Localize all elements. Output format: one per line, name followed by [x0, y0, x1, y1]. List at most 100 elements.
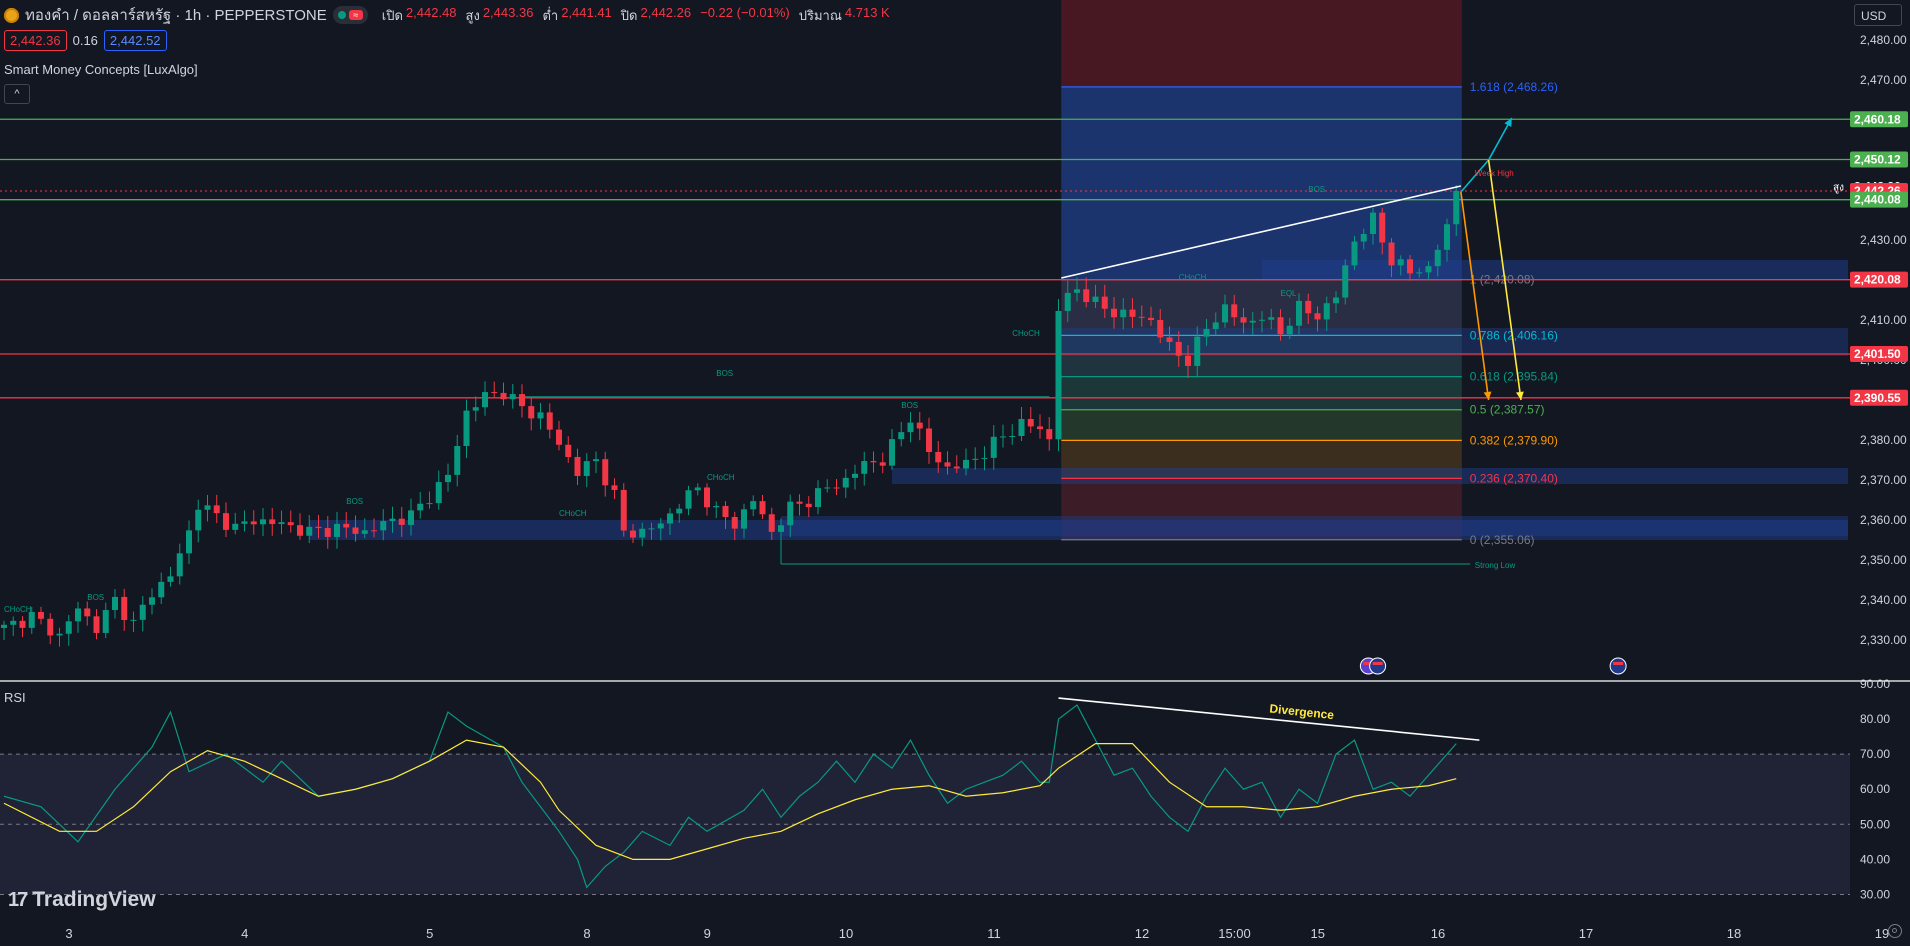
candle-body [491, 392, 498, 394]
candle-body [306, 526, 313, 536]
candle-body [435, 482, 442, 504]
candle-body [1, 624, 7, 628]
candle-body [1120, 309, 1127, 318]
candle-body [842, 477, 849, 488]
symbol-header: ทองคำ / ดอลลาร์สหรัฐ · 1h · PEPPERSTONE … [4, 4, 890, 26]
candle-body [667, 513, 673, 524]
fib-band [1061, 335, 1462, 377]
candle-body [1175, 341, 1182, 356]
candle-body [685, 490, 692, 509]
candle-body [1148, 317, 1154, 321]
candle-body [824, 487, 831, 489]
us-flag-event-icon [1609, 657, 1627, 675]
candle-body [926, 428, 932, 452]
fib-label: 0.786 (2,406.16) [1470, 328, 1558, 342]
candle-body [1416, 272, 1423, 274]
price-tick-label: 2,410.00 [1860, 313, 1907, 327]
collapse-indicators-button[interactable]: ^ [4, 84, 30, 104]
candle-body [1138, 316, 1145, 318]
annotation-label: BOS [1308, 185, 1325, 194]
close-value: 2,442.26 [640, 4, 692, 20]
order-block [1058, 328, 1848, 356]
candle-body [1129, 309, 1136, 317]
symbol-title[interactable]: ทองคำ / ดอลลาร์สหรัฐ · 1h · PEPPERSTONE [25, 7, 327, 24]
candle-body [472, 407, 479, 411]
target-down-arrow-orange-head [1483, 391, 1492, 400]
candle-body [380, 521, 387, 531]
ohlc-values: เปิด 2,442.48 สูง 2,443.36 ต่ำ 2,441.41 ปิด… [382, 5, 890, 26]
candle-body [870, 461, 877, 463]
candle-body [1222, 304, 1228, 323]
time-tick-label: 8 [583, 926, 590, 941]
candle-body [463, 410, 470, 447]
candle-body [1000, 436, 1006, 438]
candle-body [1444, 224, 1450, 250]
blue-target-zone [1061, 88, 1462, 280]
candle-body [241, 521, 248, 524]
candle-body [583, 461, 590, 477]
target-up-arrow-head [1504, 118, 1512, 127]
candle-body [833, 487, 840, 489]
candle-body [805, 503, 812, 508]
flag-stripe [1613, 662, 1624, 665]
candle-body [186, 530, 192, 554]
candle-body [158, 581, 165, 598]
time-tick-label: 5 [426, 926, 433, 941]
us-flag-event-icon [1369, 657, 1387, 675]
candle-body [676, 508, 683, 514]
low-label: ต่ำ [542, 7, 559, 23]
buy-button[interactable]: 2,442.52 [103, 30, 167, 51]
market-open-icon [337, 11, 346, 19]
tradingview-logo[interactable]: 17 TradingView [8, 888, 156, 912]
candle-body [879, 462, 886, 466]
settings-icon[interactable] [1888, 924, 1902, 938]
rsi-tick-label: 80.00 [1860, 712, 1890, 726]
candle-body [963, 459, 969, 469]
candle-body [620, 489, 627, 531]
rsi-tick-label: 60.00 [1860, 782, 1890, 796]
candle-body [657, 523, 664, 529]
target-down-arrow-yellow [1487, 159, 1522, 401]
currency-button[interactable]: USD [1854, 4, 1902, 26]
fib-label: 0.618 (2,395.84) [1470, 370, 1558, 384]
candle-body [528, 406, 535, 419]
candle-body [1240, 317, 1247, 323]
rsi-tick-label: 70.00 [1860, 747, 1890, 761]
candle-body [556, 429, 562, 445]
sell-button[interactable]: 2,442.36 [4, 30, 67, 51]
candle-body [315, 526, 322, 529]
divergence-line [1058, 697, 1480, 741]
rsi-tick-label: 40.00 [1860, 852, 1890, 866]
candle-body [935, 451, 942, 463]
candle-body [102, 610, 109, 633]
close-label: ปิด [620, 7, 638, 23]
candle-body [324, 528, 331, 537]
candle-body [149, 597, 155, 605]
tradingview-mark-icon: 17 [8, 888, 28, 911]
candle-body [176, 553, 183, 577]
market-status-pill[interactable]: ≈ [332, 6, 368, 24]
candle-body [269, 519, 276, 525]
candle-body [972, 458, 979, 460]
candle-body [611, 485, 618, 490]
fib-label: 1.618 (2,468.26) [1470, 80, 1558, 94]
red-zone-top [1061, 0, 1462, 88]
price-tick-label: 2,470.00 [1860, 73, 1907, 87]
up-leg-line [1460, 159, 1490, 193]
candle-body [602, 459, 609, 486]
candle-body [1249, 320, 1256, 323]
candle-body [250, 521, 257, 525]
volume-label: ปริมาณ [798, 7, 842, 23]
candle-body [195, 509, 202, 531]
candle-body [426, 503, 433, 505]
rsi-title[interactable]: RSI [4, 690, 26, 705]
time-tick-label: 16 [1431, 926, 1445, 941]
indicator-title[interactable]: Smart Money Concepts [LuxAlgo] [4, 62, 198, 77]
annotation-label: CHoCH [707, 473, 735, 482]
candle-body [287, 522, 294, 526]
candle-body [1027, 418, 1034, 427]
candle-body [352, 527, 359, 534]
candle-body [10, 620, 17, 625]
candle-body [778, 525, 784, 532]
